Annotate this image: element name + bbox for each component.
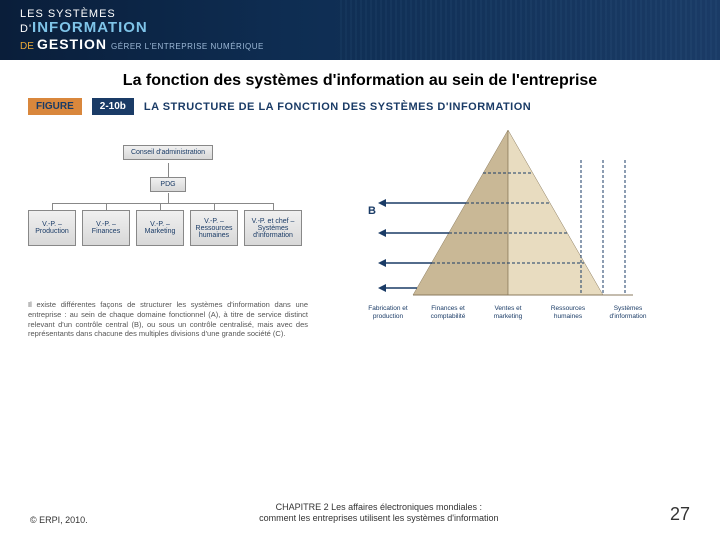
chapter-label: CHAPITRE 2 [276,502,329,512]
org-box-vp: V.-P. – Marketing [136,210,184,246]
org-connector [168,193,169,203]
pyramid-diagram [373,125,643,300]
org-box-council: Conseil d'administration [123,145,213,160]
brand-logo: LES SYSTÈMES D'INFORMATION DE GESTIONGÉR… [20,8,264,52]
copyright-text: © ERPI, 2010. [30,515,88,525]
logo-d: D' [20,23,32,35]
figure-description: Il existe différentes façons de structur… [28,300,308,339]
pyramid-label: Finances et comptabilité [418,305,478,321]
org-box-vp: V.-P. et chef – Systèmes d'information [244,210,302,246]
pyramid-column: B [323,125,692,355]
org-chart: Conseil d'administration PDG V.-P. – Pro… [28,125,308,290]
figure-title: LA STRUCTURE DE LA FONCTION DES SYSTÈMES… [144,101,531,113]
header-decoration [340,0,720,60]
org-connector [214,203,215,210]
org-box-vp: V.-P. – Ressources humaines [190,210,238,246]
org-connector [52,203,53,210]
pyramid-svg [373,125,643,300]
figure-body: Conseil d'administration PDG V.-P. – Pro… [28,125,692,355]
slide-title: La fonction des systèmes d'information a… [0,60,720,98]
org-connector [106,203,107,210]
pyramid-label: Ressources humaines [538,305,598,321]
org-chart-column: Conseil d'administration PDG V.-P. – Pro… [28,125,308,355]
page-number: 27 [670,504,690,525]
chapter-subtitle: comment les entreprises utilisent les sy… [259,513,498,523]
chapter-title: Les affaires électroniques mondiales : [331,502,482,512]
figure-container: FIGURE 2-10b LA STRUCTURE DE LA FONCTION… [28,98,692,355]
org-box-vp: V.-P. – Finances [82,210,130,246]
figure-badge: FIGURE [28,98,82,115]
org-connector [168,163,169,177]
org-connector [273,203,274,210]
org-connector [52,203,274,204]
pyramid-axis-labels: Fabrication et production Finances et co… [358,305,658,321]
logo-info: INFORMATION [32,19,148,36]
slide-footer: © ERPI, 2010. CHAPITRE 2 Les affaires él… [0,502,720,525]
org-box-pdg: PDG [150,177,186,192]
pyramid-label: Fabrication et production [358,305,418,321]
logo-de: DE [20,41,34,52]
slide-header: LES SYSTÈMES D'INFORMATION DE GESTIONGÉR… [0,0,720,60]
logo-gestion: GESTION [37,36,107,52]
logo-subtitle: GÉRER L'ENTREPRISE NUMÉRIQUE [111,42,264,51]
org-connector [160,203,161,210]
org-box-vp: V.-P. – Production [28,210,76,246]
figure-number: 2-10b [92,98,134,115]
pyramid-label: Systèmes d'information [598,305,658,321]
pyramid-label: Ventes et marketing [478,305,538,321]
chapter-info: CHAPITRE 2 Les affaires électroniques mo… [88,502,670,525]
figure-header: FIGURE 2-10b LA STRUCTURE DE LA FONCTION… [28,98,692,115]
